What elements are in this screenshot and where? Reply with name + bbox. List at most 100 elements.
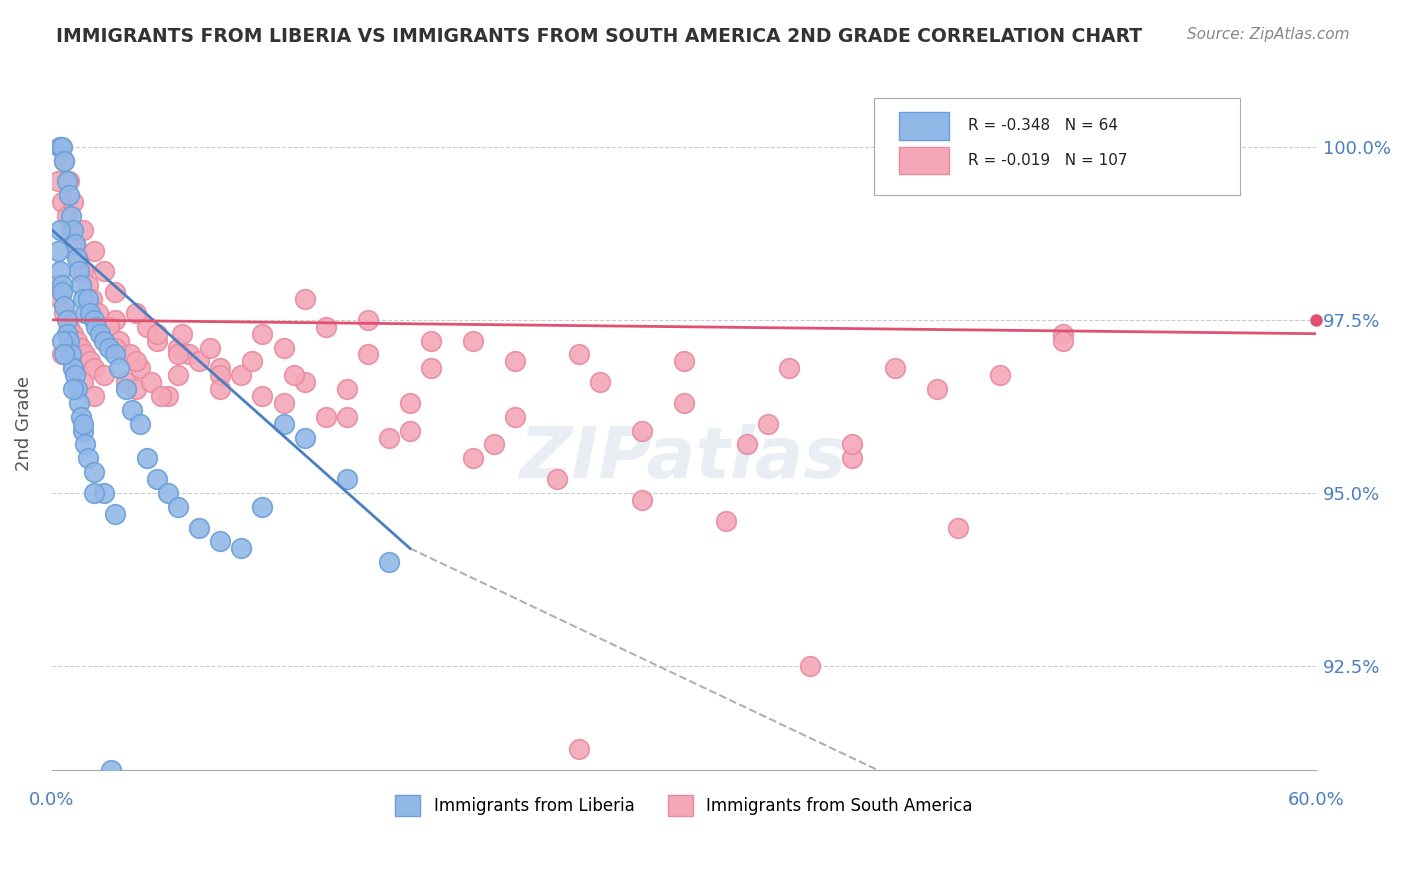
Point (104, 285, 127, 300)
Point (87, 306, 110, 320)
Point (156, 389, 179, 403)
Point (84, 319, 107, 334)
Point (129, 417, 152, 431)
Point (114, 382, 136, 396)
Point (188, 520, 211, 534)
Point (79, 354, 101, 368)
Point (714, 514, 737, 528)
Point (72, 264, 94, 278)
Point (70, 341, 93, 355)
Point (62, 361, 84, 376)
Point (72, 424, 94, 438)
Point (114, 375, 136, 389)
Point (315, 319, 337, 334)
Point (89, 326, 111, 341)
Point (58, 334, 80, 348)
Point (150, 389, 173, 403)
Point (252, 389, 274, 403)
Point (104, 341, 127, 355)
Point (63, 236, 86, 251)
Point (567, 347, 589, 361)
Point (55, 313, 77, 327)
Point (799, 659, 821, 673)
Point (53, 299, 76, 313)
Point (49, 139, 72, 153)
Point (294, 292, 316, 306)
Point (62, 223, 84, 237)
Point (67, 264, 90, 278)
Point (62, 382, 84, 396)
Point (209, 382, 232, 396)
Point (756, 417, 779, 431)
Text: R = -0.348   N = 64: R = -0.348 N = 64 (969, 119, 1128, 134)
Point (51, 334, 73, 348)
Text: R = -0.019   N = 107: R = -0.019 N = 107 (969, 153, 1128, 168)
Point (104, 347, 127, 361)
Point (378, 555, 401, 569)
Point (252, 326, 274, 341)
Point (167, 500, 190, 514)
Point (53, 306, 76, 320)
Point (778, 361, 800, 376)
Point (51, 347, 73, 361)
Point (46, 174, 69, 188)
Point (72, 292, 94, 306)
Point (198, 341, 221, 355)
Point (51, 285, 73, 300)
Text: 0.0%: 0.0% (30, 791, 75, 809)
Point (93, 334, 115, 348)
Point (75, 306, 97, 320)
Text: ZIPatlas: ZIPatlas (520, 424, 848, 493)
Point (1052, 334, 1074, 348)
Point (125, 382, 148, 396)
Point (83, 465, 105, 479)
FancyBboxPatch shape (898, 146, 949, 175)
Point (45, 278, 67, 293)
Point (630, 492, 652, 507)
Point (67, 396, 90, 410)
Point (93, 264, 115, 278)
Point (252, 500, 274, 514)
Point (72, 375, 94, 389)
Point (273, 417, 295, 431)
Point (125, 354, 148, 368)
Point (51, 195, 73, 210)
Point (58, 319, 80, 334)
Point (83, 389, 105, 403)
Point (49, 223, 72, 237)
Point (546, 472, 568, 486)
Point (83, 361, 105, 376)
Point (97, 341, 120, 355)
Text: Source: ZipAtlas.com: Source: ZipAtlas.com (1187, 27, 1350, 42)
Point (83, 486, 105, 500)
Point (146, 472, 169, 486)
Point (505, 354, 527, 368)
Point (672, 396, 695, 410)
Point (55, 209, 77, 223)
Point (49, 292, 72, 306)
Point (231, 541, 253, 556)
Point (51, 278, 73, 293)
FancyBboxPatch shape (873, 98, 1240, 195)
Point (357, 313, 380, 327)
Point (79, 306, 101, 320)
Point (66, 251, 89, 265)
Point (357, 347, 380, 361)
Point (118, 347, 141, 361)
Point (399, 424, 422, 438)
Point (315, 409, 337, 424)
Point (49, 139, 72, 153)
Point (336, 382, 359, 396)
Point (66, 382, 89, 396)
Point (53, 347, 76, 361)
Text: 60.0%: 60.0% (1288, 791, 1344, 809)
Point (172, 326, 194, 341)
Point (63, 236, 86, 251)
Point (146, 334, 169, 348)
Point (70, 409, 93, 424)
Point (62, 326, 84, 341)
Point (177, 347, 200, 361)
Point (53, 153, 76, 168)
Point (76, 451, 98, 466)
Point (75, 347, 97, 361)
